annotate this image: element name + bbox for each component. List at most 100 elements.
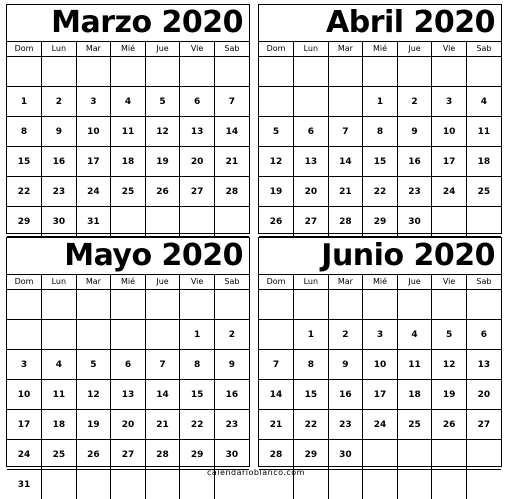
weekday-label: Mié	[363, 42, 398, 57]
day-cell	[328, 290, 363, 320]
day-cell: 15	[294, 380, 329, 410]
day-cell: 2	[328, 320, 363, 350]
day-cell: 14	[259, 380, 294, 410]
weekday-label: Mié	[111, 42, 146, 57]
week-row	[7, 57, 249, 87]
day-cell: 10	[7, 380, 42, 410]
day-cell: 11	[466, 117, 501, 147]
day-cell: 3	[76, 87, 111, 117]
day-cell: 12	[259, 147, 294, 177]
month-title: Marzo 2020	[7, 5, 249, 41]
day-cell	[76, 320, 111, 350]
weekday-label: Vie	[180, 275, 215, 290]
week-row	[259, 290, 501, 320]
day-cell: 2	[214, 320, 249, 350]
day-cell: 4	[42, 350, 77, 380]
day-cell: 21	[259, 410, 294, 440]
day-cell	[432, 290, 467, 320]
day-cell	[363, 57, 398, 87]
day-cell: 6	[294, 117, 329, 147]
day-cell: 13	[294, 147, 329, 177]
weekday-label: Dom	[7, 275, 42, 290]
week-row	[7, 290, 249, 320]
day-cell	[7, 320, 42, 350]
day-cell	[111, 57, 146, 87]
day-cell: 21	[328, 177, 363, 207]
day-cell	[294, 87, 329, 117]
day-cell	[42, 290, 77, 320]
day-cell: 28	[145, 440, 180, 470]
weekday-label: Dom	[259, 275, 294, 290]
day-cell	[397, 57, 432, 87]
day-cell: 8	[294, 350, 329, 380]
day-cell	[259, 87, 294, 117]
day-cell	[259, 290, 294, 320]
day-cell: 10	[363, 350, 398, 380]
day-cell: 26	[259, 207, 294, 237]
weekday-label: Sab	[214, 275, 249, 290]
day-cell: 17	[76, 147, 111, 177]
weekday-label: Jue	[397, 275, 432, 290]
month-title: Junio 2020	[259, 238, 501, 274]
day-cell: 19	[145, 147, 180, 177]
week-row	[259, 57, 501, 87]
day-cell	[259, 320, 294, 350]
day-cell: 20	[111, 410, 146, 440]
day-cell: 16	[397, 147, 432, 177]
day-cell: 27	[294, 207, 329, 237]
weekday-label: Vie	[432, 275, 467, 290]
day-cell	[145, 57, 180, 87]
day-cell: 19	[76, 410, 111, 440]
weekday-label: Dom	[259, 42, 294, 57]
day-cell: 5	[432, 320, 467, 350]
day-cell	[432, 57, 467, 87]
day-cell: 16	[214, 380, 249, 410]
day-cell: 3	[7, 350, 42, 380]
day-cell: 3	[363, 320, 398, 350]
day-cell: 11	[42, 380, 77, 410]
day-cell	[111, 290, 146, 320]
day-cell: 27	[466, 410, 501, 440]
day-cell: 9	[397, 117, 432, 147]
weekday-label: Lun	[42, 42, 77, 57]
weekday-label: Mar	[76, 275, 111, 290]
day-cell: 6	[111, 350, 146, 380]
day-cell: 13	[180, 117, 215, 147]
day-cell	[363, 440, 398, 470]
day-cell	[397, 440, 432, 470]
day-cell	[145, 207, 180, 237]
weekday-label: Jue	[145, 275, 180, 290]
day-cell	[214, 290, 249, 320]
day-cell: 22	[7, 177, 42, 207]
weekday-label: Dom	[7, 42, 42, 57]
day-cell: 18	[397, 380, 432, 410]
day-cell: 1	[363, 87, 398, 117]
day-cell: 20	[294, 177, 329, 207]
day-cell: 23	[42, 177, 77, 207]
day-cell: 17	[432, 147, 467, 177]
day-cell: 17	[363, 380, 398, 410]
day-cell: 4	[111, 87, 146, 117]
day-cell: 30	[328, 440, 363, 470]
weekday-label: Sab	[466, 275, 501, 290]
day-cell: 14	[328, 147, 363, 177]
day-cell: 4	[466, 87, 501, 117]
day-cell: 31	[76, 207, 111, 237]
day-cell	[145, 290, 180, 320]
day-cell: 12	[145, 117, 180, 147]
day-cell	[466, 290, 501, 320]
day-cell: 21	[214, 147, 249, 177]
day-cell: 7	[145, 350, 180, 380]
